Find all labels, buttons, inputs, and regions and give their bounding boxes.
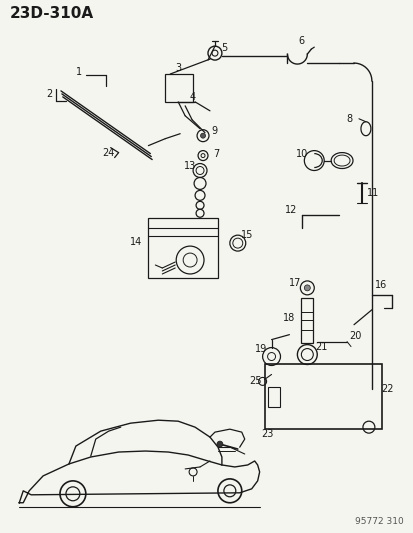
Text: 5: 5 (220, 43, 226, 53)
Bar (148, 218, 217, 278)
Bar (267, 387, 279, 407)
Text: 95772 310: 95772 310 (354, 516, 403, 526)
Text: 21: 21 (314, 342, 327, 352)
Text: 18: 18 (282, 313, 295, 323)
Text: 9: 9 (210, 126, 216, 136)
Text: 10: 10 (296, 149, 308, 159)
Text: 24: 24 (102, 148, 114, 158)
Text: 23D-310A: 23D-310A (9, 6, 93, 21)
Text: 14: 14 (130, 237, 142, 247)
Text: 8: 8 (345, 114, 351, 124)
Circle shape (304, 285, 310, 291)
Text: 12: 12 (285, 205, 297, 215)
Text: 6: 6 (298, 36, 304, 46)
Text: 2: 2 (46, 89, 52, 99)
Text: 25: 25 (249, 376, 261, 386)
Text: 17: 17 (289, 278, 301, 288)
Bar (301, 298, 313, 343)
Circle shape (200, 133, 205, 138)
Bar (165, 74, 192, 102)
Text: 11: 11 (366, 188, 378, 198)
Text: 16: 16 (374, 280, 386, 290)
Text: 7: 7 (212, 149, 218, 159)
Text: 19: 19 (254, 344, 266, 353)
Circle shape (216, 441, 222, 447)
Text: 20: 20 (348, 330, 360, 341)
Text: 13: 13 (183, 160, 196, 171)
Text: 3: 3 (175, 63, 181, 73)
Text: 1: 1 (76, 67, 82, 77)
Bar (264, 365, 381, 429)
Text: 4: 4 (190, 92, 196, 102)
Text: 23: 23 (261, 429, 273, 439)
Text: 15: 15 (240, 230, 252, 240)
Text: 22: 22 (381, 384, 393, 394)
